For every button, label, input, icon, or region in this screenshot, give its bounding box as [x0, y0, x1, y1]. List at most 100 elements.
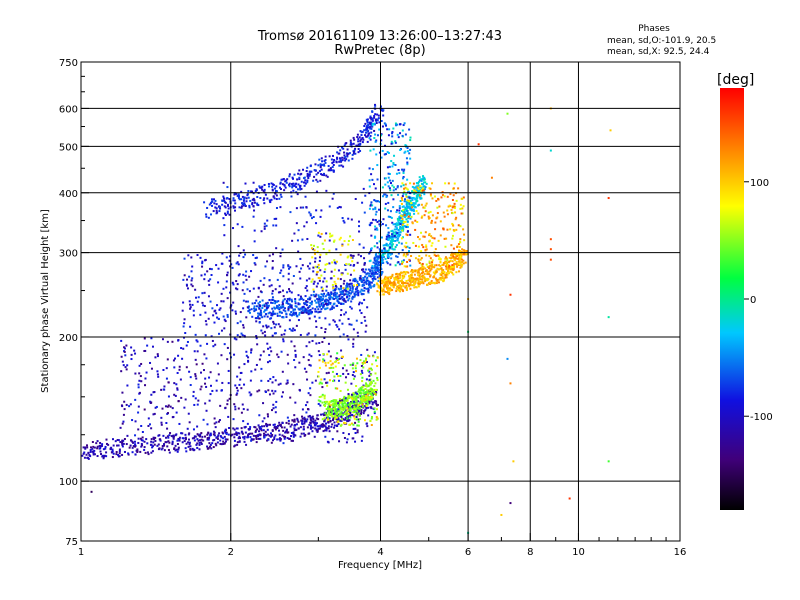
- scatter-point: [446, 195, 449, 198]
- scatter-point: [371, 397, 374, 400]
- scatter-point: [318, 366, 321, 369]
- scatter-point: [417, 182, 420, 185]
- scatter-point: [327, 350, 330, 353]
- scatter-point: [352, 150, 355, 153]
- scatter-point: [296, 188, 299, 191]
- scatter-point: [284, 329, 287, 332]
- scatter-point: [318, 259, 321, 262]
- scatter-point: [402, 221, 405, 224]
- scatter-point: [420, 257, 423, 260]
- scatter-point: [373, 410, 376, 413]
- scatter-point: [311, 300, 314, 303]
- scatter-point: [290, 431, 293, 434]
- scatter-point: [378, 291, 381, 294]
- scatter-point: [397, 136, 400, 139]
- scatter-point: [365, 125, 368, 128]
- scatter-point: [440, 271, 443, 274]
- scatter-point: [400, 214, 403, 217]
- scatter-point: [237, 193, 240, 196]
- scatter-point: [360, 411, 363, 414]
- scatter-point: [181, 432, 184, 435]
- scatter-point: [362, 388, 365, 391]
- scatter-point: [390, 241, 393, 244]
- scatter-point: [426, 278, 429, 281]
- scatter-point: [171, 442, 174, 445]
- scatter-point: [358, 389, 361, 392]
- scatter-point: [344, 287, 347, 290]
- scatter-point: [318, 359, 321, 362]
- scatter-point: [365, 131, 368, 134]
- scatter-point: [285, 181, 288, 184]
- scatter-point: [411, 284, 414, 287]
- scatter-point: [458, 263, 461, 266]
- scatter-point: [229, 255, 232, 258]
- scatter-point: [263, 303, 266, 306]
- scatter-point: [290, 314, 293, 317]
- scatter-point: [455, 254, 458, 257]
- scatter-point: [269, 346, 272, 349]
- scatter-point: [286, 291, 289, 294]
- scatter-point: [212, 446, 215, 449]
- scatter-point: [372, 390, 375, 393]
- scatter-point: [376, 164, 379, 167]
- scatter-point: [399, 148, 402, 151]
- scatter-point: [260, 425, 263, 428]
- scatter-point: [377, 208, 380, 211]
- scatter-point: [274, 379, 277, 382]
- scatter-point: [354, 392, 357, 395]
- scatter-point: [381, 260, 384, 263]
- scatter-point: [311, 420, 314, 423]
- scatter-point: [445, 237, 448, 240]
- scatter-point: [327, 406, 330, 409]
- scatter-point: [328, 155, 331, 158]
- scatter-point: [456, 263, 459, 266]
- scatter-point: [391, 165, 394, 168]
- scatter-point: [368, 370, 371, 373]
- scatter-point: [350, 282, 353, 285]
- scatter-point: [395, 287, 398, 290]
- scatter-point: [295, 265, 298, 268]
- scatter-point: [354, 152, 357, 155]
- scatter-point: [248, 275, 251, 278]
- scatter-point: [242, 273, 245, 276]
- scatter-point: [387, 255, 390, 258]
- scatter-point: [271, 188, 274, 191]
- scatter-point: [253, 302, 256, 305]
- scatter-point: [373, 137, 376, 140]
- scatter-point: [215, 421, 218, 424]
- scatter-point: [279, 424, 282, 427]
- scatter-point: [374, 254, 377, 257]
- scatter-point: [422, 275, 425, 278]
- scatter-point: [369, 389, 372, 392]
- scatter-point: [315, 293, 318, 296]
- scatter-point: [237, 437, 240, 440]
- scatter-point: [401, 134, 404, 137]
- scatter-point: [343, 436, 346, 439]
- scatter-point: [415, 190, 418, 193]
- scatter-point: [421, 215, 424, 218]
- scatter-point: [294, 355, 297, 358]
- scatter-point: [89, 450, 92, 453]
- scatter-point: [376, 403, 379, 406]
- scatter-point: [460, 261, 463, 264]
- scatter-point: [173, 382, 176, 385]
- scatter-point: [410, 197, 413, 200]
- scatter-point: [264, 309, 267, 312]
- scatter-point: [269, 201, 272, 204]
- scatter-point: [99, 441, 102, 444]
- scatter-point: [218, 432, 221, 435]
- scatter-point: [423, 273, 426, 276]
- scatter-point: [296, 419, 299, 422]
- scatter-point: [264, 313, 267, 316]
- scatter-point: [405, 241, 408, 244]
- scatter-point: [363, 286, 366, 289]
- scatter-point: [290, 305, 293, 308]
- scatter-point: [342, 414, 345, 417]
- scatter-point: [183, 274, 186, 277]
- scatter-point: [341, 367, 344, 370]
- scatter-point: [315, 285, 318, 288]
- scatter-point: [359, 290, 362, 293]
- scatter-point: [359, 139, 362, 142]
- scatter-point: [304, 287, 307, 290]
- scatter-point: [382, 254, 385, 257]
